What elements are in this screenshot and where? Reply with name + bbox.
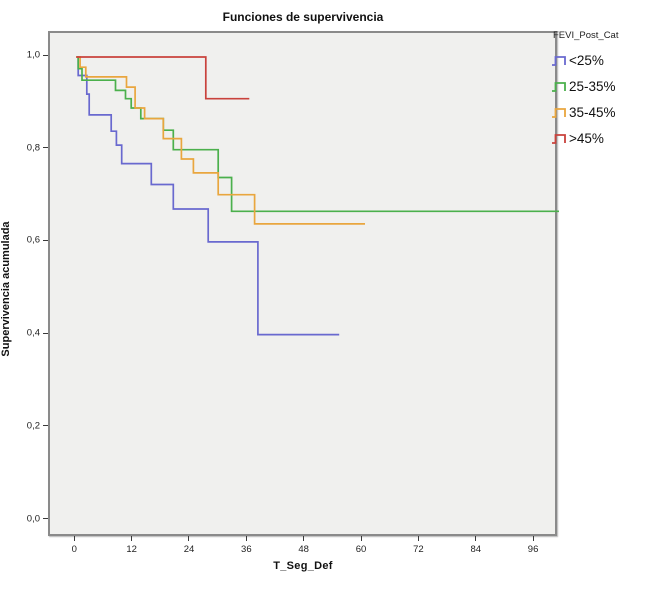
legend-item: >45%: [551, 125, 651, 151]
y-tick-mark: [43, 147, 48, 149]
legend-step-swatch-icon: [552, 55, 566, 66]
legend-step-swatch-icon: [552, 133, 566, 144]
legend-item-label: <25%: [569, 52, 604, 68]
x-tick-label: 0: [71, 544, 77, 555]
legend-item: 25-35%: [551, 73, 651, 99]
x-tick-label: 48: [298, 544, 309, 555]
survival-curve: [76, 56, 365, 225]
plot-area: [48, 31, 559, 536]
y-tick-mark: [43, 425, 48, 427]
x-tick-mark: [360, 536, 362, 541]
legend-item: <25%: [551, 47, 651, 73]
y-tick-label: 0,4: [26, 327, 40, 339]
legend-item-label: 25-35%: [569, 78, 616, 94]
x-tick-label: 24: [183, 544, 195, 555]
y-tick-label: 0,0: [26, 513, 40, 524]
survival-curves: [76, 56, 559, 336]
chart-title: Funciones de supervivencia: [222, 10, 384, 24]
legend-items: <25% 25-35% 35-45% >45%: [551, 47, 651, 151]
x-tick-mark: [417, 536, 419, 541]
survival-curve: [76, 56, 250, 100]
x-tick-label: 84: [470, 544, 482, 555]
y-axis-label: Supervivencia acumulada: [0, 221, 12, 357]
y-tick-label: 0,2: [26, 420, 40, 432]
legend-item: 35-45%: [551, 99, 651, 125]
x-tick-mark: [188, 536, 190, 541]
y-tick-label: 1,0: [26, 49, 40, 61]
x-tick-label: 12: [126, 544, 137, 555]
x-tick-mark: [475, 536, 477, 541]
x-tick-label: 96: [527, 544, 539, 555]
legend-step-swatch-icon: [552, 81, 566, 92]
survival-curve: [76, 56, 559, 213]
legend-item-label: >45%: [569, 130, 604, 146]
x-tick-label: 36: [241, 544, 252, 555]
legend-step-swatch-icon: [552, 107, 566, 118]
y-tick-mark: [43, 332, 48, 334]
y-tick-mark: [43, 54, 48, 56]
x-tick-label: 72: [413, 544, 424, 555]
legend-item-label: 35-45%: [569, 104, 616, 120]
x-tick-mark: [245, 536, 247, 541]
y-tick-mark: [43, 239, 48, 241]
x-tick-mark: [131, 536, 133, 541]
legend: FEVI_Post_Cat <25% 25-35% 35-45% >45%: [551, 30, 651, 151]
y-tick-label: 0,8: [26, 142, 40, 154]
legend-title: FEVI_Post_Cat: [553, 30, 619, 41]
x-tick-mark: [532, 536, 534, 541]
y-tick-mark: [43, 518, 48, 519]
y-tick-label: 0,6: [26, 234, 40, 246]
x-tick-mark: [303, 536, 305, 541]
survival-curve: [76, 56, 340, 336]
x-tick-mark: [73, 536, 75, 541]
x-tick-label: 60: [355, 544, 367, 555]
x-axis-label: T_Seg_Def: [273, 560, 333, 572]
